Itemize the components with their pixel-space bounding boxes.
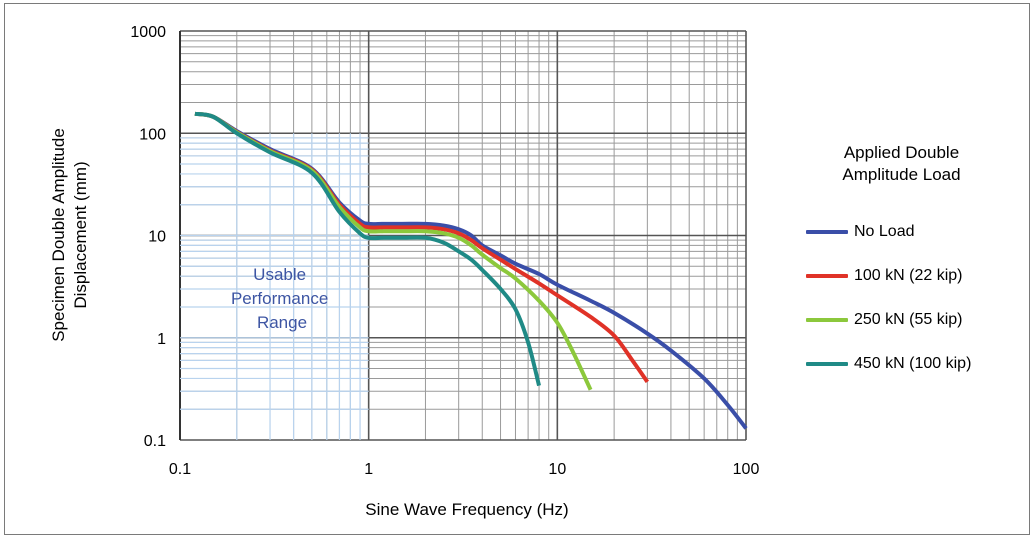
usable-range-highlight (180, 133, 369, 440)
series-line-1 (194, 111, 649, 384)
x-tick-label: 100 (733, 461, 760, 478)
legend-item-1: 100 kN (22 kip) (806, 264, 963, 288)
series-layer (194, 111, 748, 430)
legend-swatch (806, 318, 848, 322)
series-line-3 (194, 111, 541, 387)
y-axis-label-line1: Specimen Double Amplitude (49, 128, 68, 342)
legend-swatch (806, 362, 848, 366)
x-tick-label: 10 (548, 461, 566, 478)
legend-item-0: No Load (806, 220, 915, 244)
y-tick-label: 100 (139, 126, 166, 143)
legend-item-2: 250 kN (55 kip) (806, 308, 963, 332)
y-axis-label-line2: Displacement (mm) (71, 161, 90, 308)
x-axis-label: Sine Wave Frequency (Hz) (365, 500, 568, 519)
legend-label: 450 kN (100 kip) (854, 355, 972, 372)
y-tick-label: 1 (157, 331, 166, 348)
y-tick-label: 0.1 (144, 433, 166, 450)
x-tick-label: 1 (364, 461, 373, 478)
legend: Applied Double Amplitude Load No Load 100… (800, 142, 1030, 372)
usable-range-annotation: Usable Performance Range (231, 265, 333, 332)
y-tick-label: 1000 (130, 24, 166, 41)
legend-title: Applied Double Amplitude Load (842, 143, 961, 184)
legend-label: No Load (854, 223, 915, 240)
legend-label: 250 kN (55 kip) (854, 311, 963, 328)
tick-labels: 0.1 1 10 100 0.1 1 10 100 1000 (130, 24, 759, 478)
x-tick-label: 0.1 (169, 461, 191, 478)
y-tick-label: 10 (148, 229, 166, 246)
legend-label: 100 kN (22 kip) (854, 267, 963, 284)
legend-swatch (806, 230, 848, 234)
legend-swatch (806, 274, 848, 278)
legend-item-3: 450 kN (100 kip) (806, 352, 971, 376)
